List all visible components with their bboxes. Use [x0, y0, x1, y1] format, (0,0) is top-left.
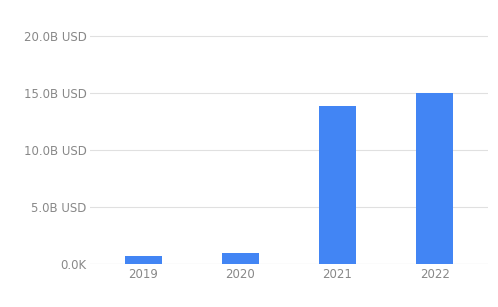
Bar — [222, 253, 259, 264]
Bar — [124, 256, 161, 264]
Bar — [319, 106, 356, 264]
Bar — [416, 93, 453, 264]
